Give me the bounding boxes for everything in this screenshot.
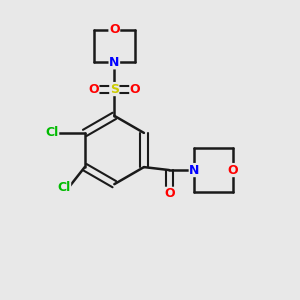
Text: O: O (228, 164, 238, 177)
Text: N: N (189, 164, 200, 177)
Text: S: S (110, 82, 119, 96)
Text: O: O (109, 23, 120, 36)
Text: O: O (164, 187, 175, 200)
Text: N: N (109, 56, 119, 69)
Text: Cl: Cl (57, 182, 70, 194)
Text: Cl: Cl (45, 126, 59, 140)
Text: O: O (88, 82, 99, 96)
Text: O: O (130, 82, 140, 96)
